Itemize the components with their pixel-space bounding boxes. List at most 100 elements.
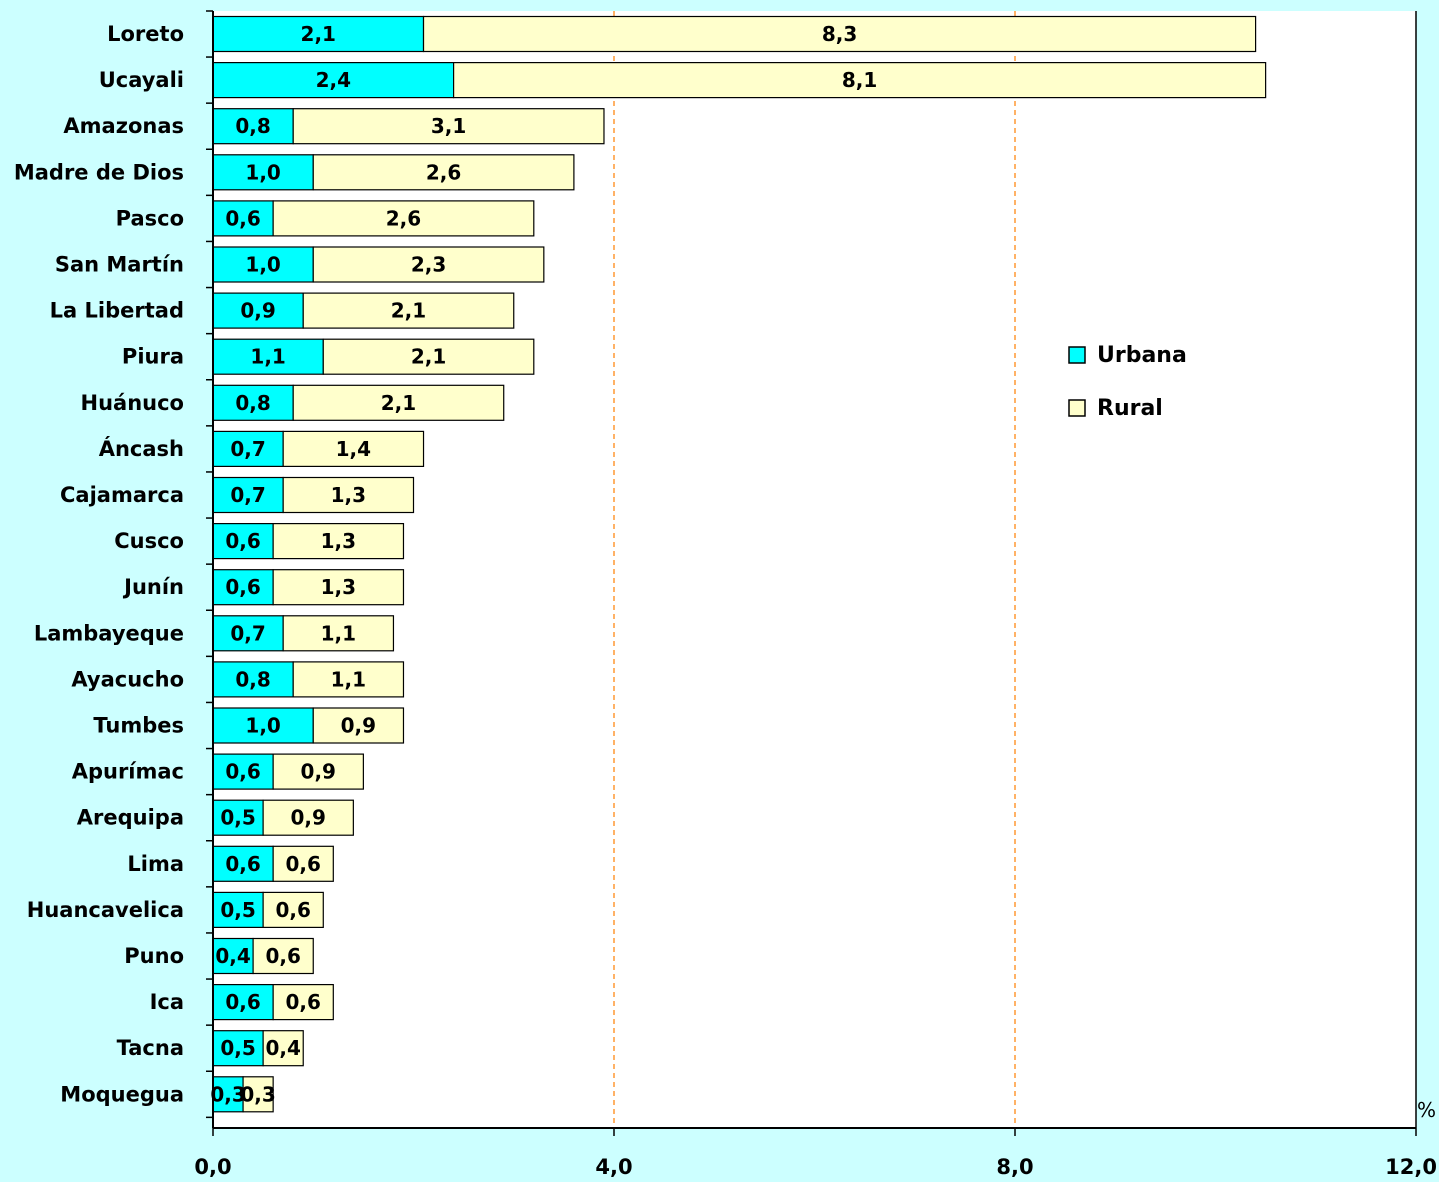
bar-rural bbox=[292, 108, 605, 145]
data-label-urbana: 1,0 bbox=[245, 160, 280, 184]
data-label-rural: 8,1 bbox=[842, 68, 877, 92]
data-label-urbana: 0,5 bbox=[220, 898, 255, 922]
data-label-urbana: 0,8 bbox=[235, 114, 270, 138]
bar-urbana bbox=[212, 292, 304, 329]
category-label: Arequipa bbox=[77, 806, 184, 830]
category-label: Tacna bbox=[117, 1036, 184, 1060]
bar-rural bbox=[272, 569, 405, 606]
legend-swatch-rural bbox=[1068, 399, 1086, 417]
category-label: Huánuco bbox=[81, 391, 184, 415]
grid-lines bbox=[613, 11, 1417, 1128]
data-label-urbana: 0,6 bbox=[225, 206, 260, 230]
data-label-urbana: 0,6 bbox=[225, 529, 260, 553]
x-unit-label: % bbox=[1417, 1098, 1436, 1122]
category-label: Lambayeque bbox=[34, 621, 184, 645]
bar-rural bbox=[272, 522, 405, 560]
bar-rural bbox=[262, 891, 324, 929]
data-label-rural: 2,1 bbox=[381, 391, 416, 415]
data-label-urbana: 2,1 bbox=[301, 22, 336, 46]
data-label-rural: 2,1 bbox=[391, 299, 426, 323]
data-label-rural: 0,6 bbox=[265, 944, 300, 968]
bar-rural bbox=[422, 15, 1257, 53]
bar-rural bbox=[453, 61, 1267, 99]
labels: Loreto 2,1 8,3 Ucayali 2,4 8,1 Amazonas 0,8 3,1 M… bbox=[14, 22, 877, 1106]
category-label: Piura bbox=[122, 345, 184, 369]
data-label-rural: 2,1 bbox=[411, 345, 446, 369]
category-label: Madre de Dios bbox=[14, 160, 184, 184]
bar-rural bbox=[272, 845, 334, 882]
data-label-rural: 0,4 bbox=[265, 1036, 300, 1060]
category-label: Tumbes bbox=[93, 714, 184, 738]
x-tick-label: 4,0 bbox=[595, 1155, 632, 1179]
bar-rural bbox=[262, 1030, 304, 1067]
category-label: Lima bbox=[127, 852, 184, 876]
bar-rural bbox=[282, 430, 425, 467]
category-label: Puno bbox=[124, 944, 184, 968]
data-label-urbana: 0,6 bbox=[225, 760, 260, 784]
bar-rural bbox=[272, 983, 334, 1021]
bar-rural bbox=[312, 246, 545, 283]
category-label: San Martín bbox=[55, 253, 184, 277]
data-label-urbana: 0,7 bbox=[230, 483, 265, 507]
legend-label-urbana: Urbana bbox=[1097, 343, 1187, 368]
data-label-urbana: 0,4 bbox=[215, 944, 250, 968]
data-label-rural: 3,1 bbox=[431, 114, 466, 138]
bar-rural bbox=[272, 753, 364, 790]
data-label-urbana: 2,4 bbox=[316, 68, 351, 92]
category-label: Cajamarca bbox=[60, 483, 184, 507]
data-label-rural: 1,3 bbox=[321, 529, 356, 553]
data-label-urbana: 0,8 bbox=[235, 667, 270, 691]
data-label-urbana: 0,7 bbox=[230, 437, 265, 461]
data-label-urbana: 0,8 bbox=[235, 391, 270, 415]
category-label: La Libertad bbox=[50, 299, 184, 323]
x-tick-label: 8,0 bbox=[996, 1155, 1033, 1179]
data-label-rural: 1,3 bbox=[331, 483, 366, 507]
legend-swatch-urbana bbox=[1068, 346, 1086, 364]
bar-urbana bbox=[212, 384, 294, 421]
category-label: Amazonas bbox=[63, 114, 184, 138]
data-label-rural: 1,4 bbox=[336, 437, 371, 461]
bar-rural bbox=[272, 200, 535, 237]
data-label-rural: 1,3 bbox=[321, 575, 356, 599]
bar-rural bbox=[292, 384, 505, 421]
data-label-urbana: 0,6 bbox=[225, 990, 260, 1014]
data-label-urbana: 0,9 bbox=[240, 299, 275, 323]
data-label-urbana: 0,5 bbox=[220, 1036, 255, 1060]
bar-urbana bbox=[212, 615, 284, 652]
plot-area bbox=[213, 11, 1416, 1128]
category-label: Pasco bbox=[116, 206, 184, 230]
data-label-rural: 8,3 bbox=[822, 22, 857, 46]
data-label-urbana: 1,0 bbox=[245, 714, 280, 738]
bar-urbana bbox=[212, 338, 324, 375]
bar-urbana bbox=[212, 522, 274, 560]
category-label: Cusco bbox=[114, 529, 184, 553]
bar-rural bbox=[282, 615, 395, 652]
data-label-rural: 1,1 bbox=[321, 621, 356, 645]
legend-label-rural: Rural bbox=[1097, 396, 1163, 421]
category-label: Huancavelica bbox=[27, 898, 184, 922]
data-label-rural: 0,9 bbox=[341, 714, 376, 738]
data-label-rural: 2,6 bbox=[386, 206, 421, 230]
data-label-urbana: 1,0 bbox=[245, 253, 280, 277]
data-label-urbana: 0,3 bbox=[210, 1082, 245, 1106]
data-label-rural: 0,6 bbox=[275, 898, 310, 922]
category-label: Moquegua bbox=[60, 1082, 184, 1106]
category-label: Ucayali bbox=[99, 68, 184, 92]
data-label-rural: 0,6 bbox=[286, 990, 321, 1014]
data-label-urbana: 0,6 bbox=[225, 852, 260, 876]
category-label: Loreto bbox=[107, 22, 184, 46]
category-label: Junín bbox=[122, 575, 184, 599]
category-label: Apurímac bbox=[72, 760, 184, 784]
bar-urbana bbox=[212, 200, 274, 237]
bar-rural bbox=[312, 707, 405, 744]
data-label-urbana: 1,1 bbox=[250, 345, 285, 369]
data-label-rural: 0,3 bbox=[240, 1082, 275, 1106]
data-label-urbana: 0,5 bbox=[220, 806, 255, 830]
bar-rural bbox=[322, 338, 535, 375]
axes: 0,0 4,0 8,0 12,0 bbox=[194, 10, 1437, 1179]
bar-urbana bbox=[212, 1076, 244, 1113]
legend: Urbana Rural bbox=[1068, 343, 1187, 421]
data-label-rural: 0,9 bbox=[291, 806, 326, 830]
bar-rural bbox=[302, 292, 515, 329]
